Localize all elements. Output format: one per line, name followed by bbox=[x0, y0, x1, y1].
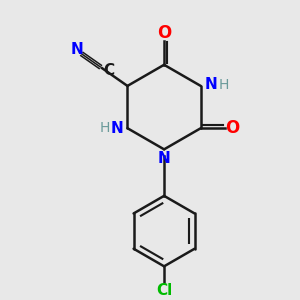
Text: N: N bbox=[205, 77, 218, 92]
Text: N: N bbox=[110, 121, 123, 136]
Text: Cl: Cl bbox=[156, 283, 172, 298]
Text: O: O bbox=[157, 24, 171, 42]
Text: N: N bbox=[71, 43, 84, 58]
Text: H: H bbox=[100, 121, 110, 135]
Text: C: C bbox=[103, 64, 115, 79]
Text: H: H bbox=[218, 77, 229, 92]
Text: O: O bbox=[226, 119, 240, 137]
Text: N: N bbox=[158, 151, 170, 166]
